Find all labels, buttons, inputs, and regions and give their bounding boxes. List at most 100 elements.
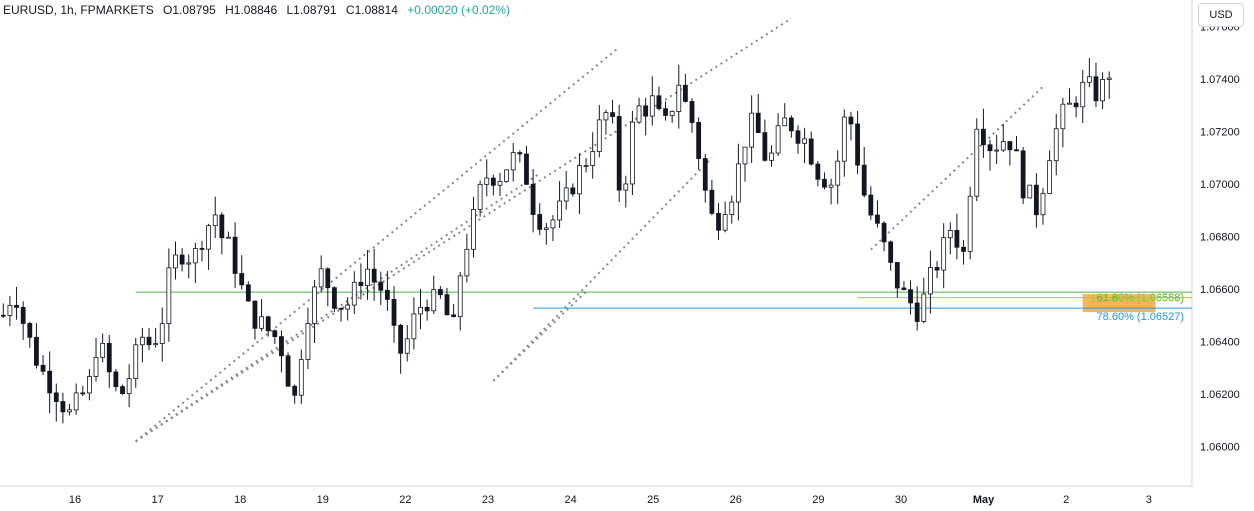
candle	[378, 271, 384, 306]
candle	[199, 240, 205, 262]
candle	[543, 223, 549, 245]
candle-body	[285, 355, 291, 387]
candle-body	[524, 153, 529, 185]
candle	[384, 271, 390, 311]
candle	[418, 288, 423, 330]
candle	[338, 307, 344, 322]
fib-level-label: 127.20% (1.06567)	[1090, 293, 1184, 305]
candle-body	[67, 409, 72, 413]
candle	[53, 383, 59, 422]
candle-body	[87, 376, 92, 394]
candle-body	[437, 289, 443, 296]
candle	[934, 261, 940, 279]
candle	[1093, 62, 1099, 108]
candle	[206, 223, 212, 270]
candle	[841, 109, 847, 177]
candle	[471, 196, 476, 258]
candle-body	[981, 128, 986, 146]
candle-body	[762, 132, 768, 161]
candle-body	[351, 281, 357, 306]
candle-body	[689, 101, 695, 123]
candle	[914, 286, 920, 331]
candle-body	[166, 267, 172, 325]
candle	[941, 223, 947, 289]
time-axis[interactable]: 16 17 18 19 22 23 24 25 26 29 30 May 2 3	[69, 494, 1152, 506]
candle	[802, 127, 807, 164]
candle-body	[431, 289, 437, 312]
candle	[411, 297, 417, 350]
candle-body	[855, 123, 860, 166]
candle	[530, 169, 536, 233]
candle-body	[497, 180, 503, 186]
candle	[848, 111, 854, 141]
trendline-channel-upper	[135, 17, 792, 443]
candle-body	[908, 289, 913, 304]
currency-button[interactable]: USD	[1198, 3, 1244, 27]
candle-body	[325, 268, 331, 289]
fib-target-zone	[1082, 294, 1156, 313]
candle-body	[484, 177, 490, 185]
candle	[881, 221, 887, 252]
candle	[67, 403, 72, 416]
candle-body	[457, 275, 463, 317]
candle-body	[702, 158, 708, 191]
candle-body	[179, 254, 185, 265]
candle	[325, 267, 331, 307]
candle	[245, 281, 251, 302]
candle	[504, 169, 510, 183]
candle	[20, 301, 26, 340]
symbol-legend: EURUSD, 1h, FPMARKETS O1.08795 H1.08846 …	[3, 3, 516, 17]
candle-body	[93, 356, 99, 377]
candle-body	[199, 248, 205, 250]
candle	[484, 159, 490, 197]
candle	[510, 142, 516, 182]
candle	[1047, 150, 1053, 194]
candle-body	[126, 378, 132, 395]
candle-body	[1067, 102, 1072, 105]
trendline-wedge-left-lower	[492, 290, 587, 382]
candle-body	[894, 262, 900, 289]
candle-body	[928, 267, 933, 295]
candle	[1014, 136, 1019, 152]
candle	[590, 132, 596, 179]
candle-body	[1086, 76, 1092, 83]
candle	[27, 321, 33, 348]
candle	[994, 134, 1000, 164]
candle-body	[570, 187, 576, 195]
price-axis[interactable]: 1.06000 1.06200 1.06400 1.06600 1.06800 1.070…	[1200, 21, 1240, 453]
candle	[285, 352, 291, 387]
candle	[822, 172, 827, 190]
candle	[173, 241, 178, 280]
candle-body	[994, 149, 1000, 152]
candle-body	[365, 268, 370, 286]
candle	[437, 285, 443, 299]
candle	[636, 97, 642, 124]
candle-body	[159, 323, 165, 345]
candle-body	[775, 125, 781, 154]
candle-body	[974, 128, 980, 197]
candle-body	[742, 146, 748, 165]
candle-body	[716, 212, 721, 231]
candle	[265, 315, 271, 337]
ohlc-open: O1.08795	[163, 3, 216, 17]
candle	[1000, 123, 1006, 153]
candle	[139, 328, 145, 363]
candle	[577, 153, 582, 215]
candle	[93, 337, 99, 382]
candle	[34, 323, 39, 369]
candle-body	[40, 364, 46, 372]
fib-level-label: 61.80% (1.06588)	[1097, 292, 1184, 304]
candle-body	[27, 323, 33, 338]
candle-body	[636, 105, 642, 123]
candle	[1020, 147, 1026, 205]
candle	[358, 263, 364, 300]
candle	[563, 171, 569, 210]
time-tick-label: 19	[317, 494, 329, 506]
price-tick-label: 1.07200	[1200, 126, 1240, 138]
candle-body	[914, 302, 920, 322]
candle	[0, 303, 6, 318]
candle-body	[543, 227, 549, 230]
candle-body	[649, 95, 655, 117]
candle-body	[848, 116, 854, 125]
